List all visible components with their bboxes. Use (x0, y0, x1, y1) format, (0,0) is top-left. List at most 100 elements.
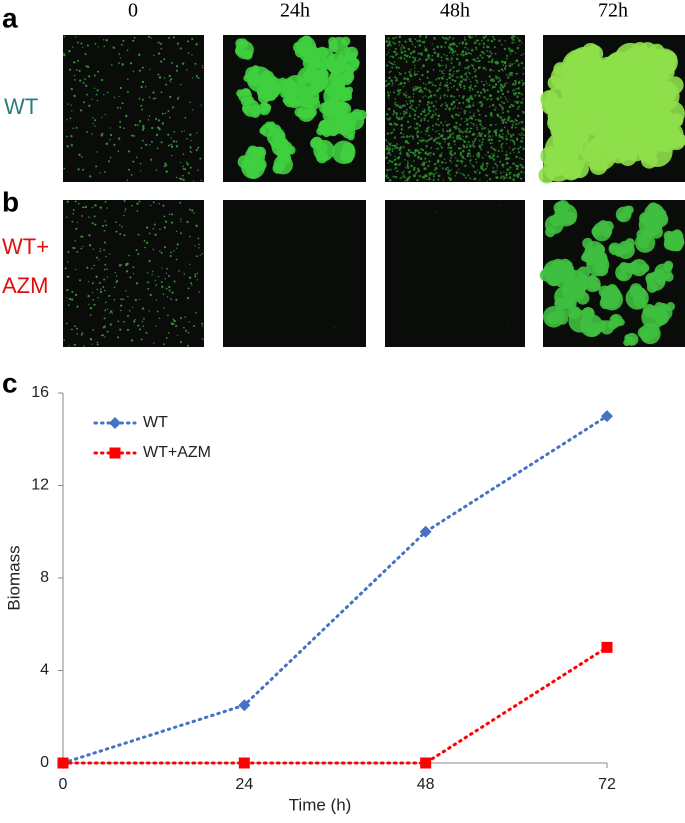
cell (469, 95, 473, 98)
cell (109, 133, 113, 137)
cell (499, 96, 502, 99)
cell (511, 63, 514, 66)
cell-cluster (538, 166, 556, 184)
cell (480, 39, 483, 42)
cell (478, 172, 481, 175)
cell (155, 284, 158, 286)
cell (95, 275, 98, 278)
cell (120, 309, 122, 312)
cell (77, 59, 80, 62)
cell (183, 130, 185, 132)
cell (404, 180, 406, 182)
cell (440, 152, 443, 155)
cell (441, 128, 444, 131)
cell (99, 172, 101, 174)
cell (479, 179, 481, 181)
cell (123, 234, 126, 237)
cell (438, 77, 440, 79)
cell (469, 145, 472, 148)
cell (420, 119, 423, 122)
micrograph (385, 35, 525, 182)
cell (470, 97, 474, 101)
cell (400, 136, 403, 138)
cell (516, 164, 519, 168)
cell (149, 293, 152, 297)
cell (153, 54, 155, 57)
cell (419, 52, 422, 55)
cell (395, 54, 397, 56)
cell (511, 104, 515, 108)
cell (405, 152, 409, 155)
cell (522, 148, 525, 151)
cell-cluster (328, 39, 338, 50)
cell (253, 330, 254, 332)
cell (511, 148, 515, 151)
cell (197, 169, 199, 171)
cell (136, 210, 139, 212)
cell (386, 132, 390, 135)
y-axis-label: Biomass (4, 545, 23, 610)
cell (455, 127, 458, 130)
cell (448, 123, 451, 126)
cell (431, 83, 434, 87)
cell (493, 38, 496, 41)
cell (517, 105, 520, 108)
cell (186, 163, 189, 166)
cell (423, 87, 426, 90)
cell (428, 56, 431, 59)
cell (162, 204, 165, 207)
cell (479, 100, 483, 104)
cell (148, 96, 151, 98)
cell (103, 241, 107, 244)
cell (150, 37, 152, 39)
cell (485, 80, 487, 83)
cell (472, 102, 475, 104)
cell-cluster (661, 129, 676, 144)
cell-cluster (253, 158, 267, 172)
cell (66, 119, 68, 121)
cell (514, 52, 517, 54)
cell (502, 101, 506, 105)
cell (93, 303, 96, 306)
cell (482, 156, 484, 159)
cell (73, 343, 76, 346)
cell (503, 47, 507, 51)
cell (93, 74, 96, 77)
cell (507, 321, 509, 323)
cell (447, 146, 449, 149)
cell (70, 134, 73, 138)
cell (396, 77, 398, 79)
cell (86, 44, 89, 47)
cell (389, 123, 391, 125)
cell (387, 107, 391, 111)
cell (412, 137, 415, 140)
cell (426, 76, 429, 79)
cell (445, 57, 448, 60)
cell (512, 140, 516, 144)
cell (152, 97, 155, 100)
cell (445, 64, 447, 67)
cell (417, 156, 420, 159)
cell (452, 54, 454, 56)
cell (481, 163, 484, 166)
cell (503, 126, 506, 129)
cell (126, 49, 129, 52)
cell (393, 61, 396, 64)
cell (494, 83, 498, 86)
cell (121, 225, 123, 228)
cell (515, 167, 519, 171)
cell (473, 70, 476, 73)
cell (393, 111, 396, 114)
cell-cluster (643, 214, 657, 228)
cell (444, 168, 448, 171)
cell (396, 164, 398, 166)
cell (94, 42, 97, 45)
cell (106, 207, 108, 209)
cell (475, 161, 478, 164)
cell (66, 145, 69, 148)
micrograph (63, 200, 204, 347)
cell (68, 68, 72, 71)
cell (394, 47, 397, 50)
cell (451, 78, 454, 82)
cell (430, 115, 434, 119)
